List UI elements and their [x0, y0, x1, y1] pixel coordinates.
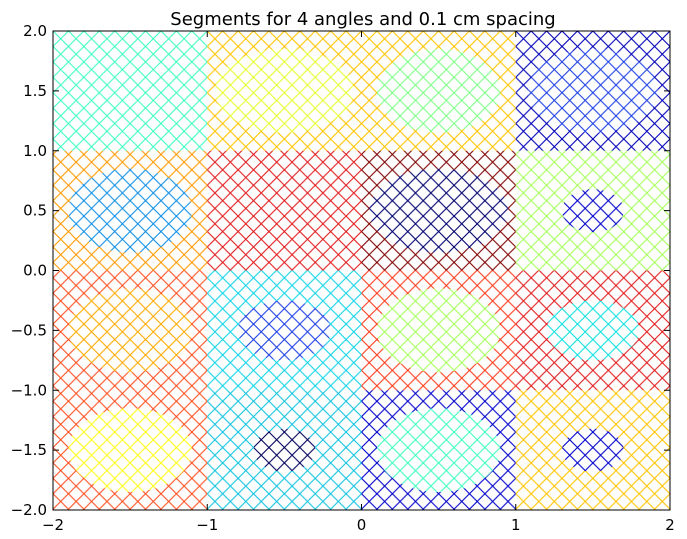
x-tick-label: 0	[357, 516, 367, 534]
y-tick-label: 0.0	[23, 262, 47, 280]
axis-ticks	[52, 30, 671, 511]
x-tick-label: 1	[511, 516, 521, 534]
x-tick-label: −2	[42, 516, 64, 534]
hatch-ellipse-11	[546, 300, 640, 361]
hatch-ellipse-5	[222, 168, 347, 253]
hatch-ellipse-10	[376, 288, 501, 373]
hatch-ellipse-2	[376, 48, 501, 133]
y-tick-label: 1.5	[23, 82, 47, 100]
y-tick-label: −2.0	[11, 501, 47, 519]
plot-area	[53, 31, 670, 510]
y-tick-label: 1.0	[23, 142, 47, 160]
chart-title: Segments for 4 angles and 0.1 cm spacing	[170, 9, 555, 30]
y-tick-label: 2.0	[23, 22, 47, 40]
hatch-ellipse-0	[60, 48, 200, 133]
x-tick-label: −1	[196, 516, 218, 534]
hatch-ellipse-4	[68, 168, 192, 253]
hatch-ellipse-7	[562, 189, 624, 233]
y-tick-label: 0.5	[23, 202, 47, 220]
hatch-ellipse-15	[562, 428, 624, 472]
hatch-ellipse-14	[376, 408, 501, 493]
hatch-ellipse-13	[253, 428, 316, 472]
hatch-ellipse-6	[369, 168, 509, 253]
y-tick-label: −1.5	[11, 441, 47, 459]
y-tick-label: −1.0	[11, 381, 47, 399]
hatch-ellipse-1	[214, 48, 354, 133]
hatch-ellipse-9	[238, 300, 331, 361]
x-tick-label: 2	[665, 516, 675, 534]
hatch-ellipse-3	[528, 48, 658, 133]
hatch-ellipse-12	[68, 408, 192, 493]
hatch-ellipse-8	[68, 288, 192, 373]
axis-tick-labels: −2 −1 0 1 2 −2.0 −1.5 −1.0 −0.5 0.0 0.5 1.0 1.5 2.0	[11, 22, 675, 534]
y-tick-label: −0.5	[11, 321, 47, 339]
